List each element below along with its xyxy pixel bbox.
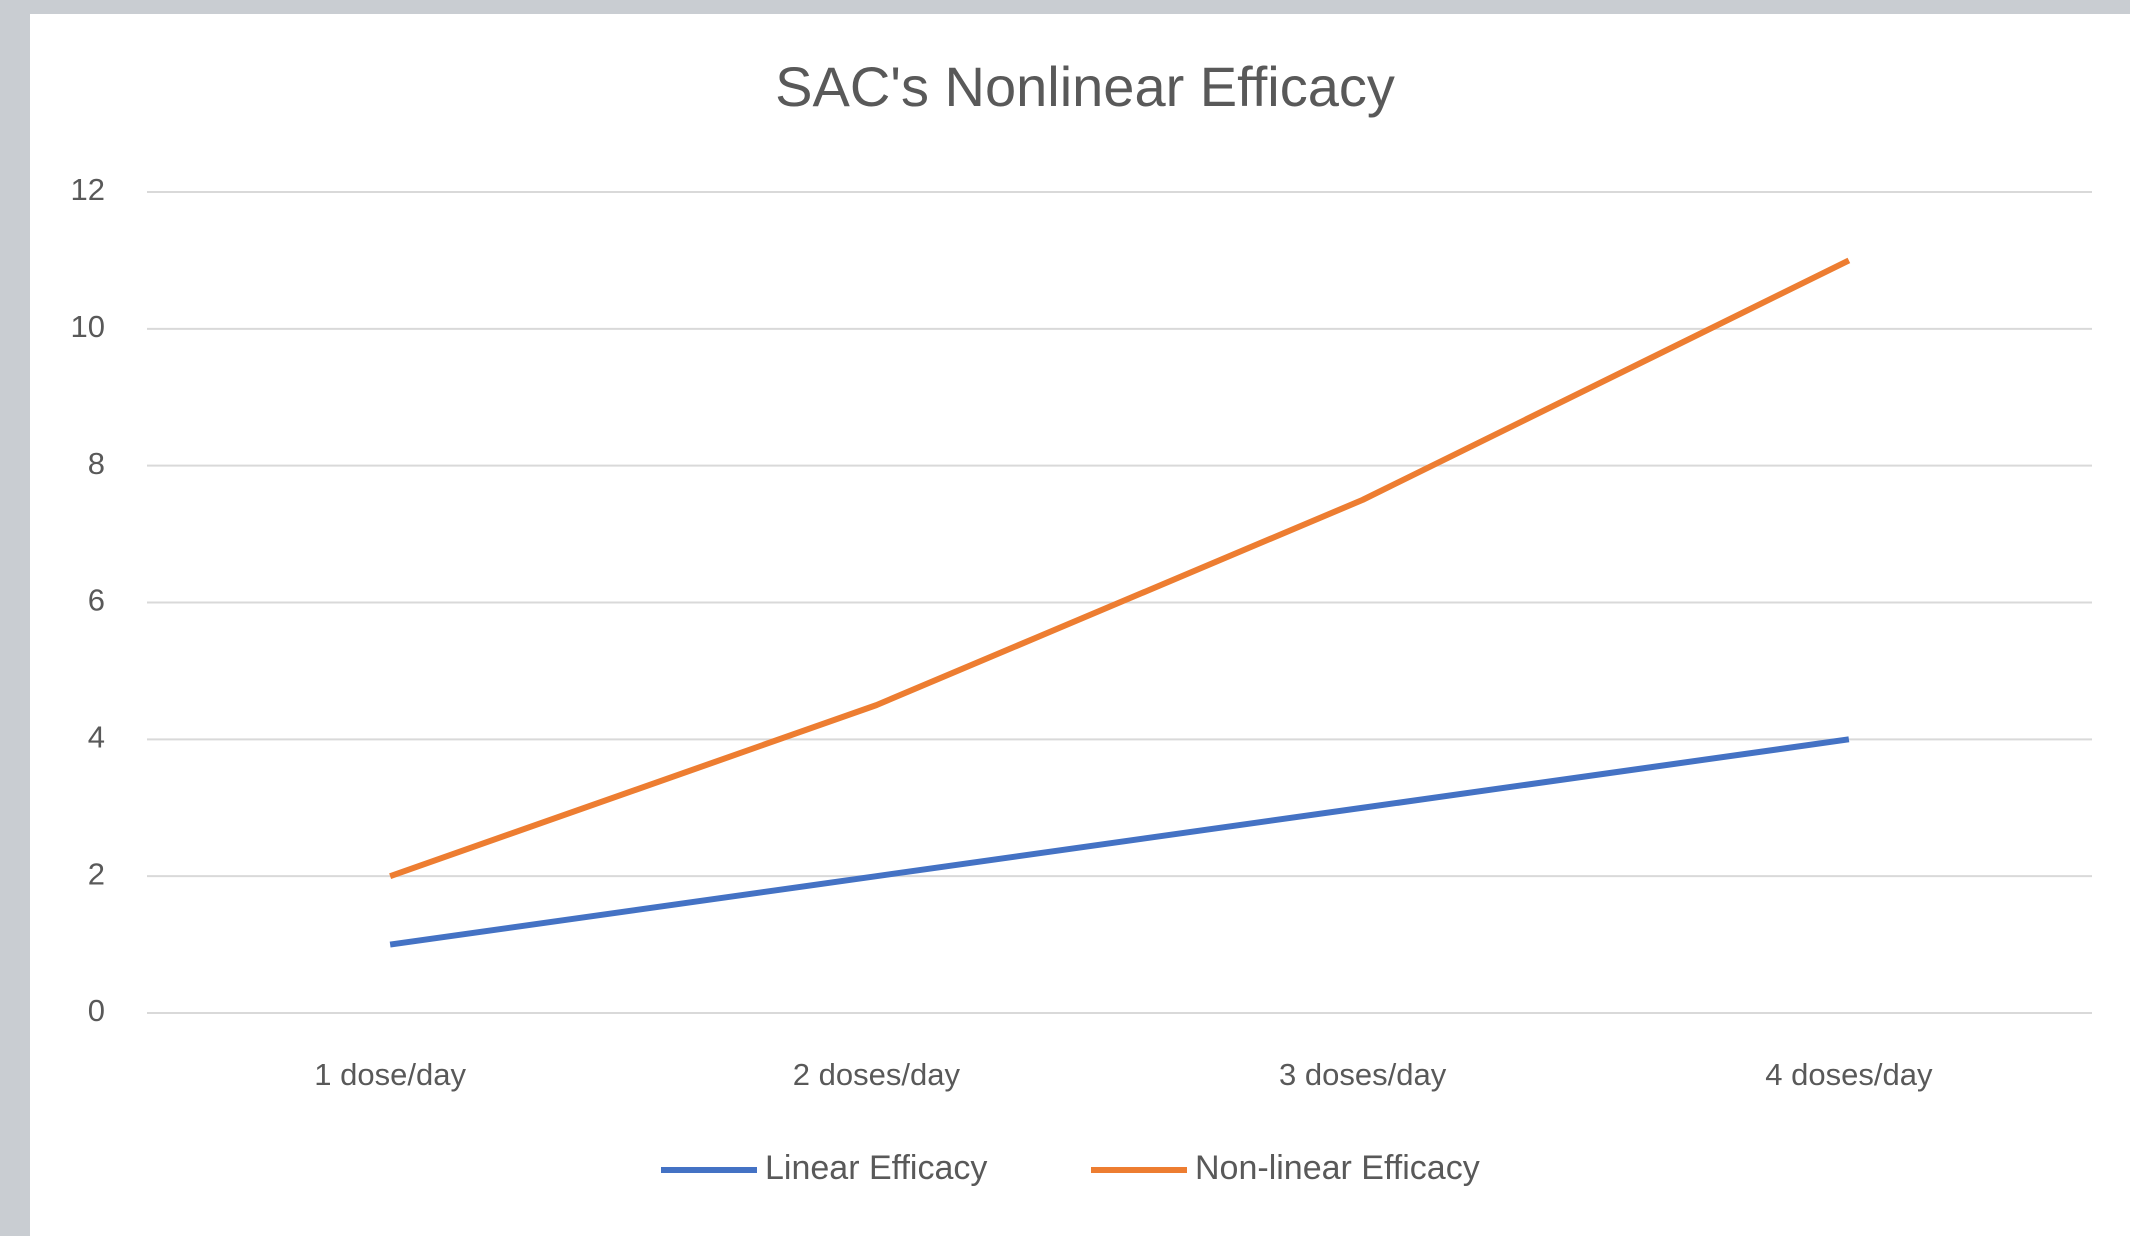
chart-title: SAC's Nonlinear Efficacy [775,55,1395,118]
y-tick-label: 6 [88,583,105,618]
y-tick-label: 2 [88,856,105,891]
x-tick-label: 4 doses/day [1765,1057,1933,1092]
y-tick-label: 12 [71,172,105,207]
y-tick-label: 4 [88,720,105,755]
y-tick-label: 0 [88,993,105,1028]
line-series [389,736,1850,948]
chart-area [30,14,2130,1236]
legend-label: Non-linear Efficacy [1195,1149,1480,1187]
line-series [389,257,1851,879]
x-tick-label: 2 doses/day [793,1057,961,1092]
y-tick-label: 8 [88,446,105,481]
x-tick-label: 1 dose/day [314,1057,466,1092]
y-tick-label: 10 [71,309,105,344]
legend-label: Linear Efficacy [765,1149,987,1187]
x-tick-label: 3 doses/day [1279,1057,1447,1092]
